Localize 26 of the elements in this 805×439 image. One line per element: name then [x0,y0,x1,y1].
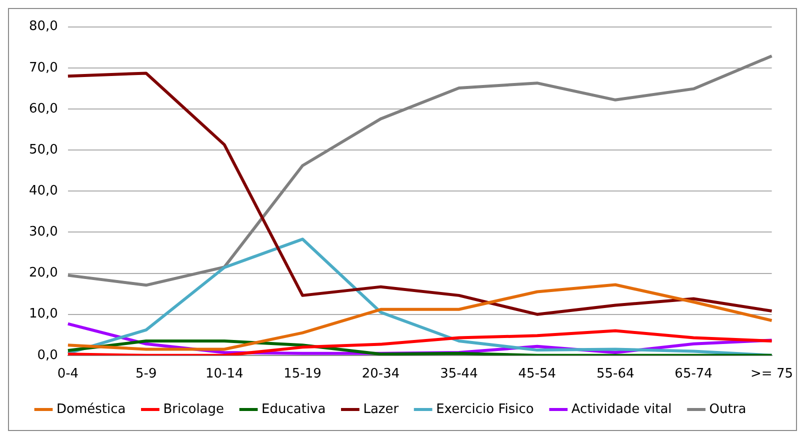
y-tick-label: 40,0 [28,183,58,198]
legend-label: Bricolage [163,402,224,417]
y-tick-label: 70,0 [28,60,58,76]
x-tick-label: 65-74 [674,366,712,382]
legend-label: Doméstica [56,402,126,417]
y-tick-label: 50,0 [28,142,58,158]
legend-label: Educativa [262,402,326,417]
y-tick-label: 30,0 [28,224,58,240]
x-tick-label: 35-44 [440,366,478,382]
x-tick-label: 10-14 [205,366,244,382]
x-tick-label: 0-4 [57,366,79,382]
x-tick-label: >= 75 [750,366,794,382]
x-tick-label: 5-9 [136,366,157,382]
x-tick-label: 15-19 [284,366,322,382]
x-tick-label: 55-64 [596,366,634,382]
y-tick-label: 80,0 [28,19,58,34]
legend-label: Outra [709,402,746,417]
legend-label: Actividade vital [571,402,672,417]
y-tick-label: 10,0 [28,306,58,322]
x-tick-label: 20-34 [362,366,400,382]
y-tick-label: 60,0 [28,101,58,116]
y-tick-label: 0,0 [37,348,58,363]
y-tick-label: 20,0 [28,266,58,281]
x-tick-label: 45-54 [518,366,556,382]
legend-label: Exercicio Fisico [436,402,534,417]
legend-label: Lazer [363,402,400,417]
